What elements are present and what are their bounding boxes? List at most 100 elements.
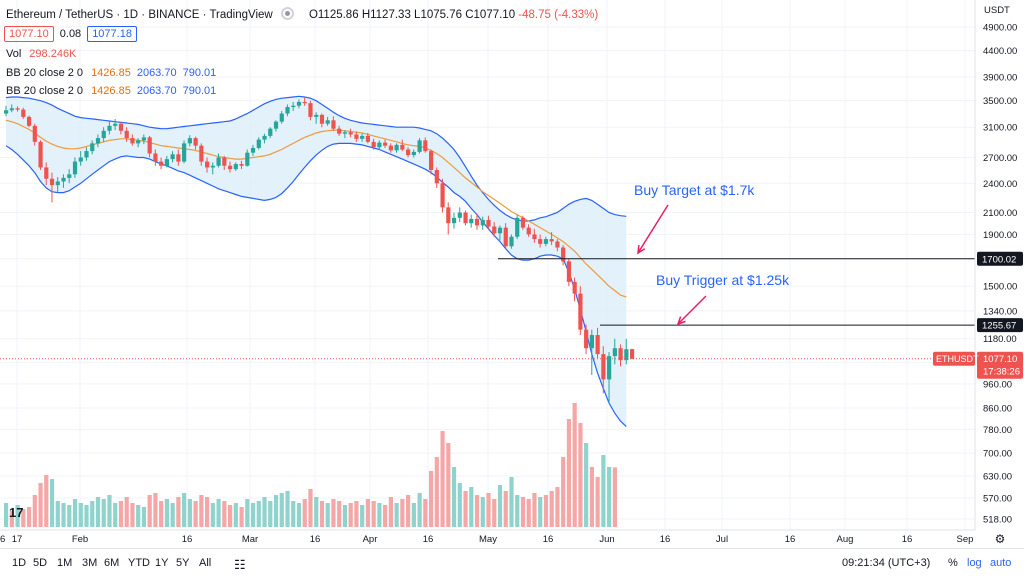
- legend-bb-1[interactable]: BB 20 close 2 0 1426.85 2063.70 790.01: [6, 67, 216, 79]
- bb-lower-value: 790.01: [182, 85, 217, 97]
- candle-body: [285, 107, 290, 114]
- candle-body: [325, 120, 330, 124]
- candle-body: [227, 165, 233, 170]
- candle-body: [607, 356, 612, 380]
- volume-bar: [337, 501, 342, 527]
- volume-bar: [360, 505, 365, 527]
- volume-bar: [325, 503, 330, 527]
- price-tick: 4900.00: [983, 23, 1017, 34]
- legend-bb-2[interactable]: BB 20 close 2 0 1426.85 2063.70 790.01: [6, 85, 216, 97]
- candle-body: [474, 218, 480, 226]
- candle-body: [239, 164, 244, 166]
- clock[interactable]: 09:21:34 (UTC+3): [842, 557, 931, 569]
- range-button-3m[interactable]: 3M: [82, 557, 98, 569]
- price-tick: 1340.00: [983, 306, 1017, 317]
- candle-body: [555, 241, 560, 248]
- range-button-1m[interactable]: 1M: [57, 557, 73, 569]
- sell-quote-button[interactable]: 1077.10: [4, 26, 54, 42]
- price-tick: 1900.00: [983, 230, 1017, 241]
- volume-bar: [423, 499, 428, 527]
- price-tick: 518.00: [983, 515, 1012, 526]
- quote-row: 1077.10 0.08 1077.18: [4, 26, 137, 42]
- candle-body: [279, 113, 284, 122]
- candle-body: [515, 217, 520, 237]
- candle-body: [199, 145, 204, 162]
- volume-bar: [509, 477, 514, 527]
- candle-body: [618, 348, 623, 361]
- volume-bar: [159, 501, 164, 527]
- range-button-1y[interactable]: 1Y: [155, 557, 169, 569]
- candle-body: [245, 152, 250, 166]
- range-button-6m[interactable]: 6M: [104, 557, 120, 569]
- volume-bar: [371, 501, 376, 527]
- candle-body: [4, 110, 9, 114]
- auto-toggle[interactable]: auto: [990, 557, 1012, 569]
- candle-body: [15, 108, 20, 110]
- volume-bar: [572, 403, 577, 527]
- volume-bar: [26, 507, 32, 527]
- volume-value: 298.246K: [29, 48, 77, 60]
- candle-body: [469, 218, 474, 224]
- volume-bar: [176, 497, 181, 527]
- candle-body: [572, 281, 577, 294]
- volume-bar: [612, 467, 617, 527]
- buy-quote-button[interactable]: 1077.18: [87, 26, 137, 42]
- range-button-ytd[interactable]: YTD: [128, 557, 150, 569]
- spread-value: 0.08: [59, 28, 82, 40]
- volume-bar: [205, 497, 210, 527]
- log-toggle[interactable]: log: [967, 557, 982, 569]
- candle-body: [354, 134, 359, 139]
- volume-bar: [113, 503, 118, 527]
- last-price-tag: 1077.10: [983, 354, 1017, 365]
- volume-bar: [279, 493, 284, 527]
- volume-bar: [388, 497, 393, 527]
- volume-bar: [67, 505, 72, 527]
- bb-label: BB 20 close 2 0: [6, 85, 84, 97]
- percent-toggle[interactable]: %: [948, 557, 958, 569]
- ohlc-open: O1125.86: [308, 9, 359, 21]
- volume-bar: [440, 431, 445, 527]
- candle-body: [118, 123, 124, 131]
- price-tick: 2400.00: [983, 179, 1017, 190]
- price-tick: 780.00: [983, 425, 1012, 436]
- volume-bar: [61, 503, 66, 527]
- volume-bar: [84, 505, 89, 527]
- candle-body: [584, 329, 589, 349]
- candle-body: [624, 349, 629, 361]
- candle-body: [411, 151, 416, 156]
- tradingview-logo: 17: [9, 505, 23, 520]
- candle-body: [314, 114, 319, 117]
- legend-volume[interactable]: Vol 298.246K: [6, 48, 76, 60]
- time-tick: Sep: [957, 534, 974, 545]
- volume-bar: [354, 501, 359, 527]
- candle-body: [291, 105, 296, 108]
- volume-bar: [497, 485, 503, 527]
- volume-bar: [193, 501, 198, 527]
- range-button-1d[interactable]: 1D: [12, 557, 27, 569]
- volume-bar: [245, 499, 250, 527]
- trigger-arrow: [677, 295, 707, 325]
- candle-body: [72, 161, 78, 175]
- range-button-5d[interactable]: 5D: [33, 557, 48, 569]
- candle-body: [400, 144, 405, 150]
- symbol-tag-bg: [933, 351, 975, 366]
- date-range-icon[interactable]: ☷: [234, 557, 246, 572]
- volume-bar: [589, 467, 594, 527]
- volume-bar: [55, 501, 60, 527]
- range-button-5y[interactable]: 5Y: [176, 557, 190, 569]
- volume-bar: [538, 497, 543, 527]
- candle-body: [337, 128, 342, 134]
- candle-body: [549, 239, 554, 242]
- candle-body: [38, 141, 43, 168]
- candle-body: [147, 137, 152, 154]
- range-button-all[interactable]: All: [199, 557, 212, 569]
- candle-body: [630, 349, 635, 359]
- candle-body: [388, 145, 393, 151]
- bb-label: BB 20 close 2 0: [6, 67, 84, 79]
- volume-bar: [136, 505, 141, 527]
- bb-basis-value: 1426.85: [91, 67, 131, 79]
- candle-body: [84, 151, 89, 158]
- symbol-title[interactable]: Ethereum / TetherUS · 1D · BINANCE · Tra…: [6, 9, 273, 21]
- ohlc-close: C1077.10: [465, 9, 516, 21]
- price-chart[interactable]: USDT 4900.00 4400.00 3900.00 3500.00 3100.00 2…: [0, 0, 1024, 548]
